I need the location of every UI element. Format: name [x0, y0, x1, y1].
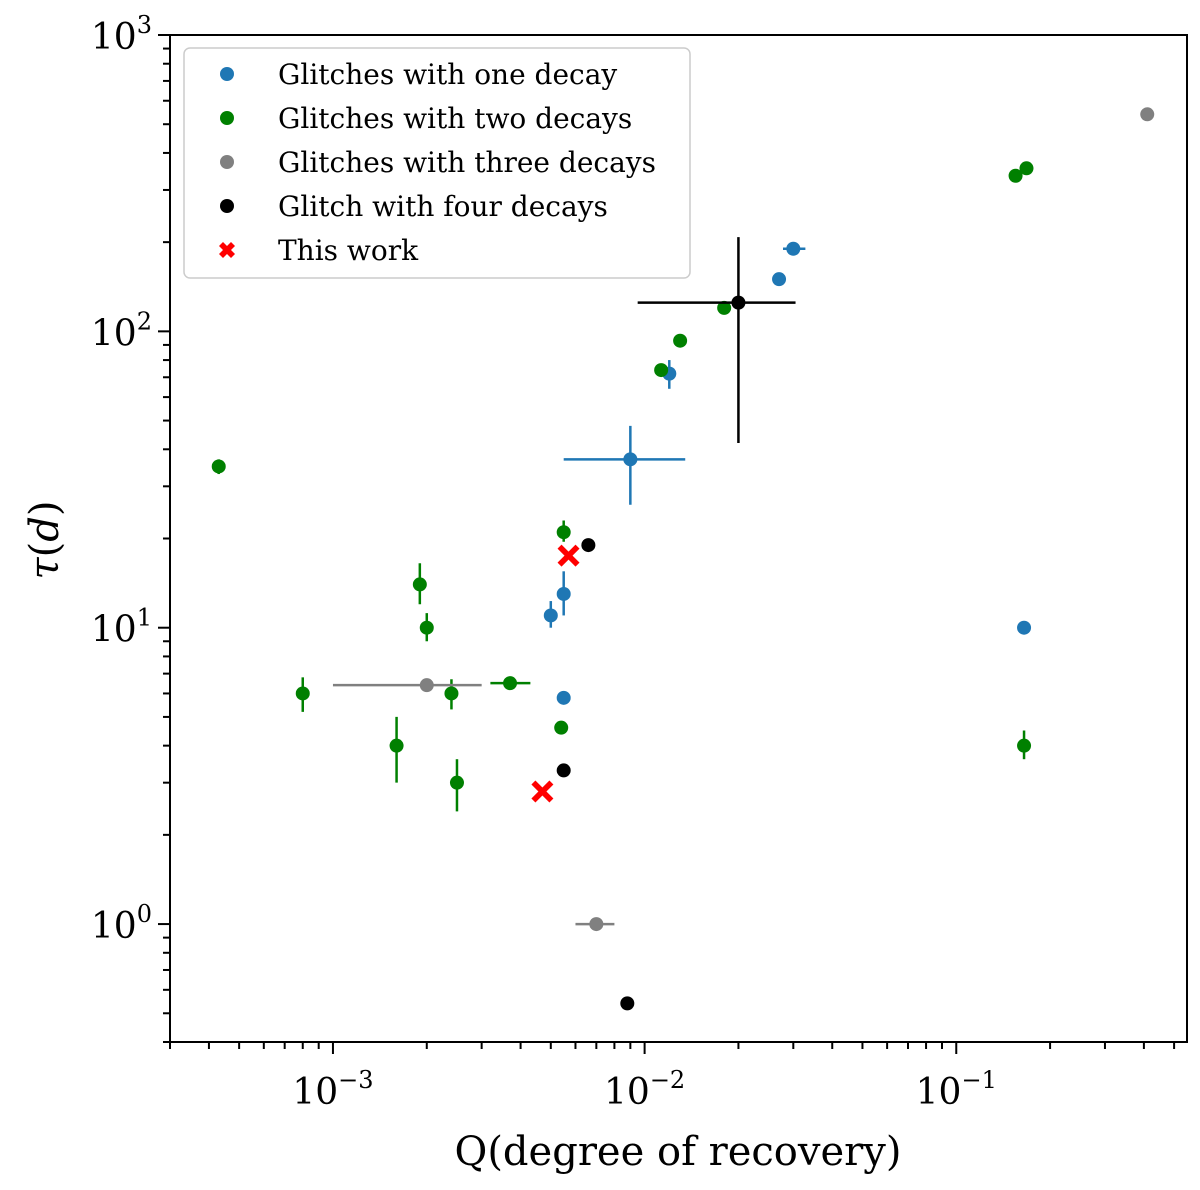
data-point — [531, 780, 554, 803]
legend-label: Glitches with one decay — [278, 58, 617, 91]
data-point — [1140, 107, 1155, 122]
data-point — [673, 333, 688, 348]
x-tick-label: 10−3 — [292, 1066, 373, 1113]
data-point — [556, 690, 571, 705]
data-point — [1017, 738, 1032, 753]
data-point — [503, 676, 518, 691]
y-tick-label: 101 — [91, 604, 152, 651]
x-tick-label: 10−1 — [916, 1066, 997, 1113]
data-point — [717, 300, 732, 315]
data-point — [654, 363, 669, 378]
data-point — [623, 452, 638, 467]
data-point — [211, 459, 226, 474]
y-axis-paren-close: ) — [22, 501, 68, 517]
data-point — [556, 586, 571, 601]
y-tick-label: 100 — [91, 900, 152, 947]
data-point — [295, 686, 310, 701]
data-point — [449, 775, 464, 790]
data-point — [786, 241, 801, 256]
axis-tick-labels: 10−3 10−2 10−1 100 101 102 103 — [91, 11, 997, 1113]
data-point — [419, 620, 434, 635]
y-axis-unit: d — [22, 516, 68, 542]
data-point — [556, 763, 571, 778]
legend-label: Glitch with four decays — [278, 190, 608, 223]
legend-label: Glitches with three decays — [278, 146, 656, 179]
legend-label: This work — [278, 234, 419, 267]
x-tick-label: 10−2 — [604, 1066, 685, 1113]
legend-marker — [220, 155, 234, 169]
legend-label: Glitches with two decays — [278, 102, 632, 135]
y-tick-label: 102 — [91, 307, 152, 354]
y-axis-paren-open: ( — [22, 542, 68, 558]
y-axis-symbol: τ — [22, 556, 68, 579]
data-point — [731, 295, 746, 310]
legend-marker — [219, 242, 235, 258]
y-axis-label: τ(d) — [22, 501, 68, 580]
legend-marker — [220, 199, 234, 213]
data-point — [1017, 620, 1032, 635]
data-point — [444, 686, 459, 701]
data-point — [557, 544, 580, 567]
data-point — [589, 917, 604, 932]
legend-box — [183, 47, 691, 279]
legend: Glitches with one decay Glitches with two… — [183, 47, 691, 279]
data-point — [1019, 161, 1034, 176]
data-points — [211, 107, 1155, 1011]
data-point — [581, 538, 596, 553]
data-point — [620, 996, 635, 1011]
legend-marker — [220, 111, 234, 125]
data-point — [543, 608, 558, 623]
data-point — [389, 738, 404, 753]
data-point — [412, 577, 427, 592]
x-axis-label: Q(degree of recovery) — [455, 1129, 902, 1175]
y-tick-label: 103 — [91, 11, 152, 58]
data-point — [556, 525, 571, 540]
legend-marker — [220, 67, 234, 81]
data-point — [419, 678, 434, 693]
data-point — [1008, 168, 1023, 183]
data-point — [554, 720, 569, 735]
data-point — [772, 272, 787, 287]
axis-ticks — [158, 34, 1176, 1054]
